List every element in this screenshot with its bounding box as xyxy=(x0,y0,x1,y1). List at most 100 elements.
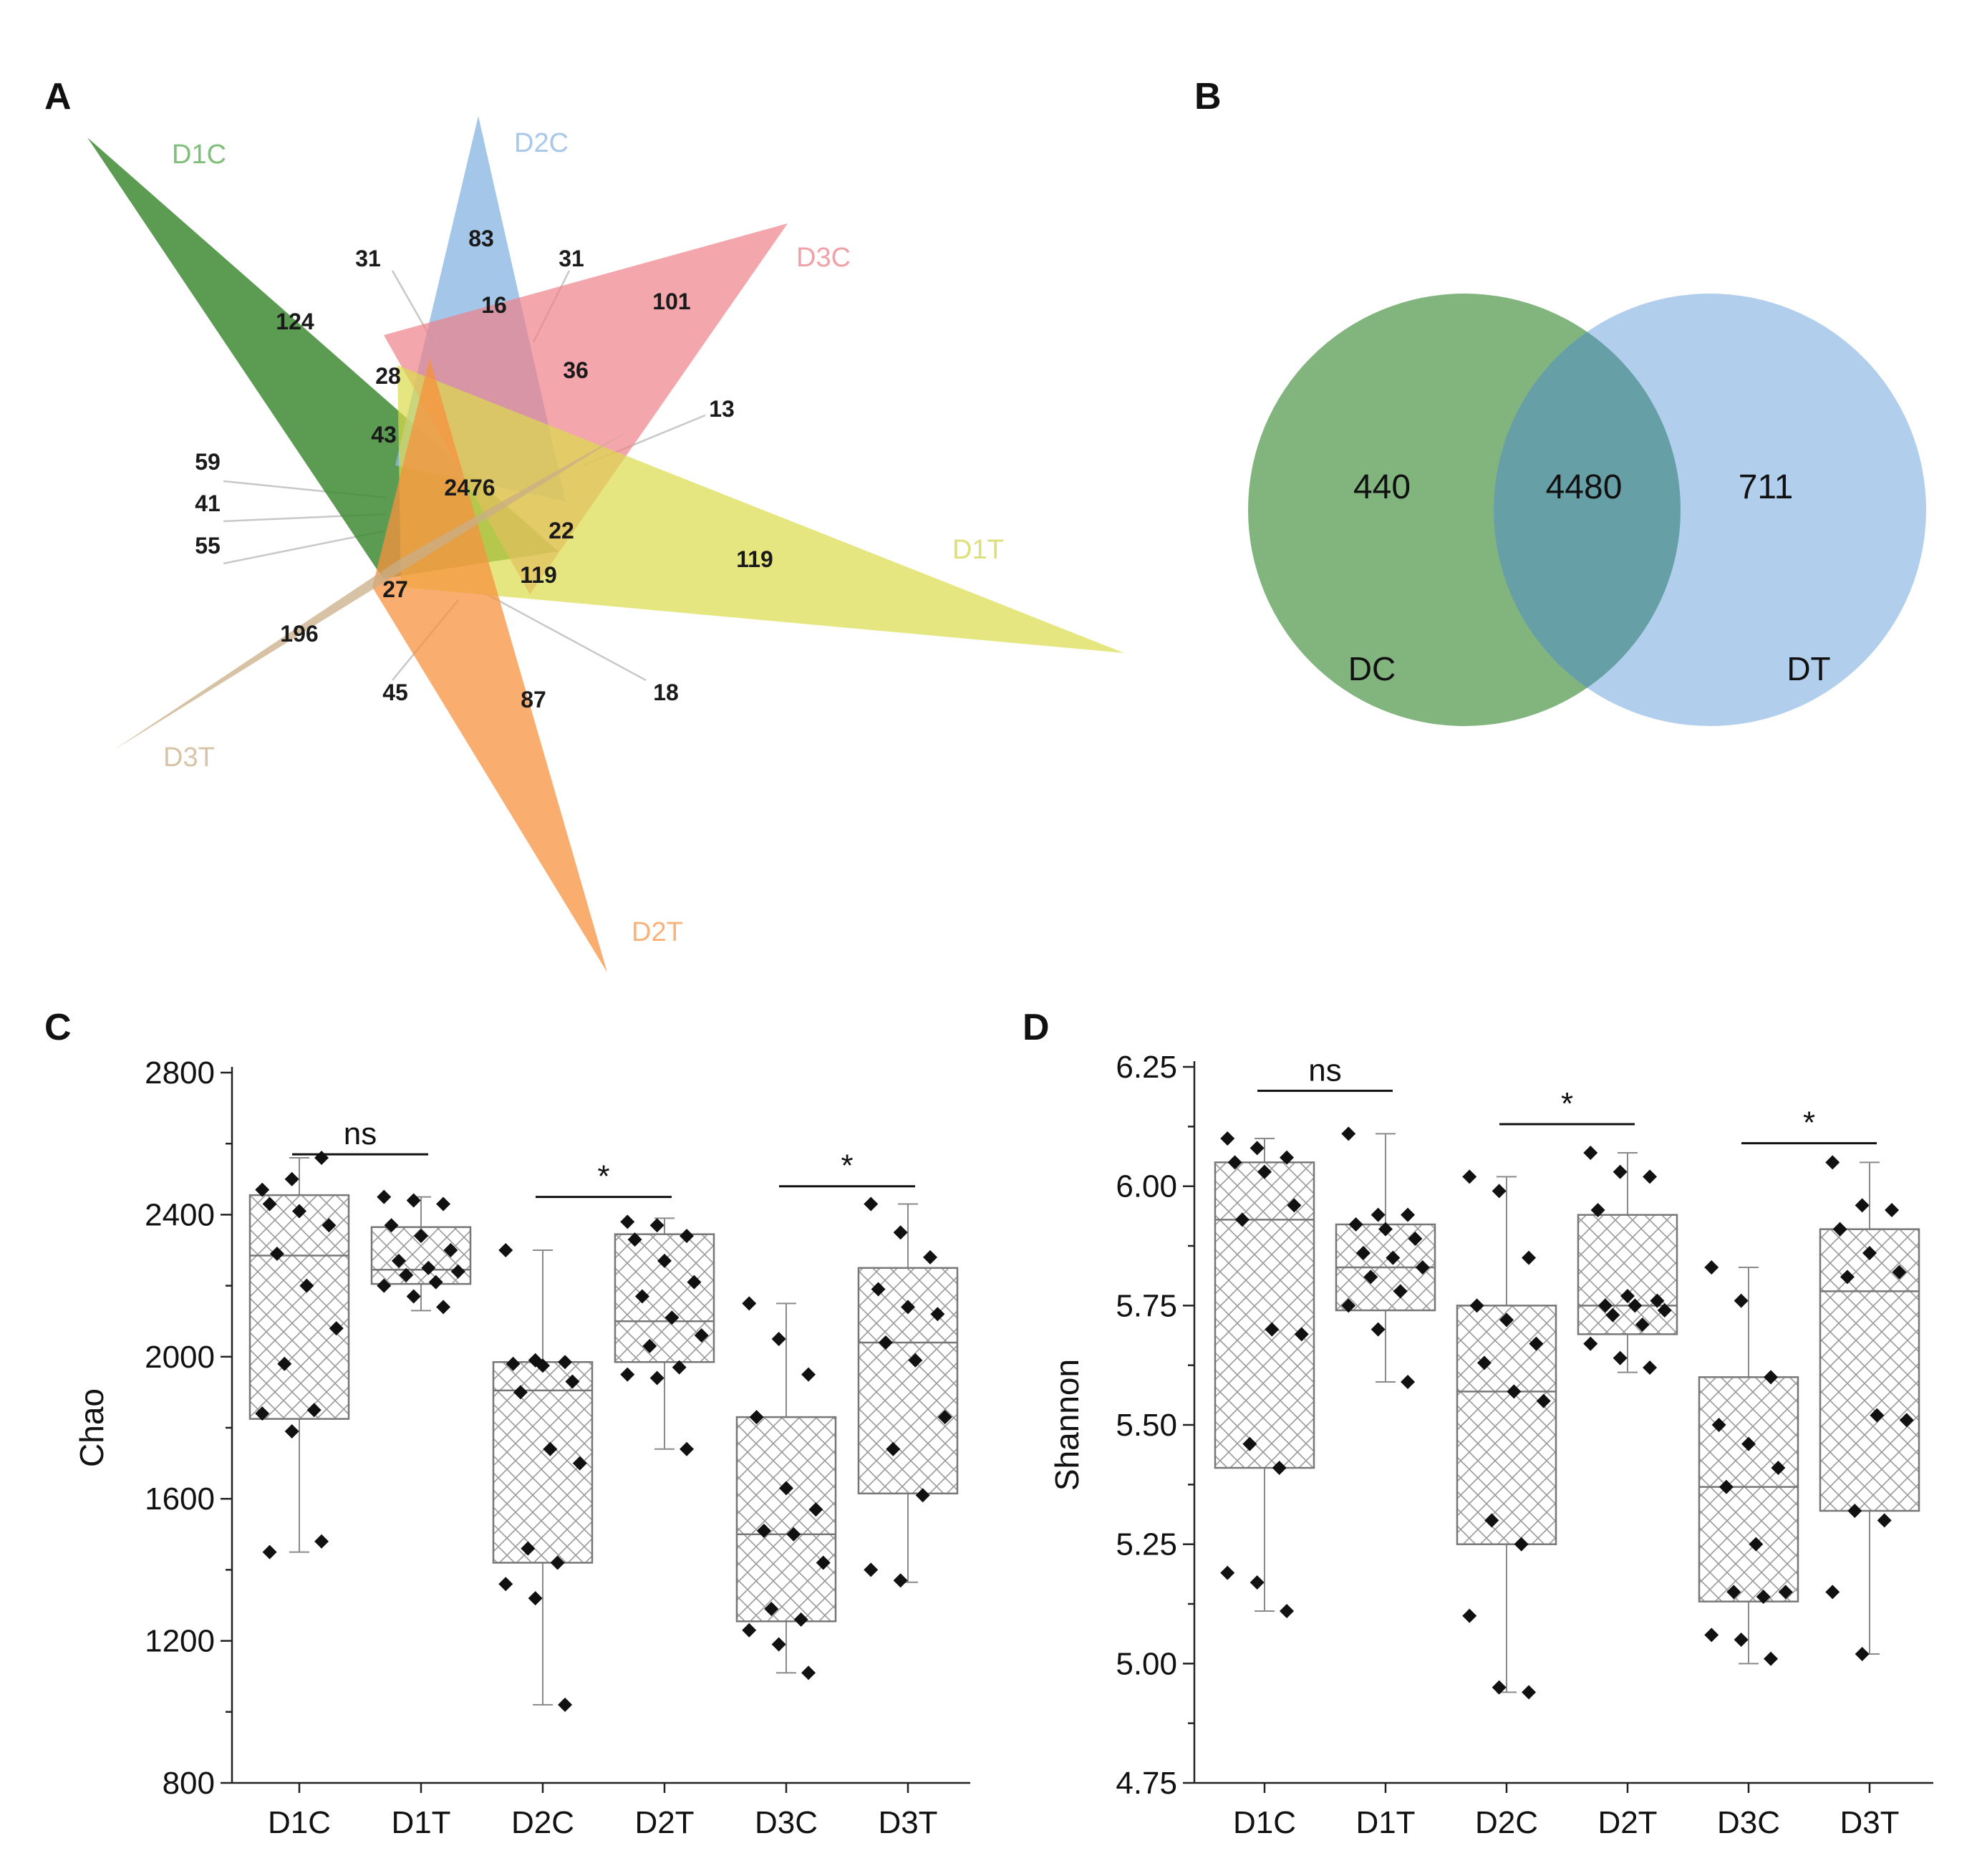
data-point xyxy=(506,1356,521,1371)
data-point xyxy=(565,1374,580,1389)
venn-set-label-dt: DT xyxy=(1787,650,1830,687)
y-tick-label: 5.75 xyxy=(1116,1288,1177,1323)
data-point xyxy=(269,1246,284,1261)
data-point xyxy=(428,1275,443,1290)
data-point xyxy=(1726,1585,1741,1600)
box-d1t xyxy=(370,1189,472,1315)
data-point xyxy=(1294,1327,1309,1342)
venn-triangle-d3t xyxy=(113,430,630,750)
y-axis-title: Chao xyxy=(73,1388,110,1467)
data-point xyxy=(1371,1322,1386,1337)
box-d2t xyxy=(614,1214,715,1456)
data-point xyxy=(1522,1685,1537,1700)
data-point xyxy=(1650,1293,1665,1308)
data-point xyxy=(1643,1169,1658,1184)
data-point xyxy=(314,1151,329,1166)
data-point xyxy=(1613,1350,1628,1365)
box-d1c xyxy=(1214,1131,1315,1618)
data-point xyxy=(1287,1198,1302,1213)
data-point xyxy=(1249,1141,1265,1156)
data-point xyxy=(1462,1608,1477,1623)
box-d2c xyxy=(1456,1169,1557,1700)
data-point xyxy=(1341,1126,1356,1141)
panel-c-label: C xyxy=(44,1007,72,1048)
panel-a-six-set-venn: A D1C D2C D3C D1T D2T D3T xyxy=(44,76,1124,972)
data-point xyxy=(1825,1155,1840,1170)
data-point xyxy=(1242,1436,1257,1451)
data-point xyxy=(1855,1647,1870,1661)
box-d3t xyxy=(857,1196,959,1588)
venn-set-label-d2c: D2C xyxy=(514,128,569,158)
data-point xyxy=(657,1253,672,1268)
venn-set-label-d3t: D3T xyxy=(163,743,215,773)
data-point xyxy=(377,1189,392,1204)
data-point xyxy=(299,1278,314,1293)
data-point xyxy=(620,1214,635,1229)
venn-count-d3t-only: 196 xyxy=(280,621,318,647)
shannon-chart: 4.75 5.00 5.25 5.50 5.75 6.00 6.25 Shannon D1C D1… xyxy=(1048,1050,1933,1840)
data-point xyxy=(377,1278,392,1293)
venn-count-intersection: 4480 xyxy=(1546,468,1623,506)
data-point xyxy=(306,1403,322,1418)
data-point xyxy=(391,1253,406,1268)
data-point xyxy=(558,1697,573,1712)
venn-count-region: 22 xyxy=(548,518,574,543)
box-d3c xyxy=(735,1296,837,1681)
venn-set-label-d1t: D1T xyxy=(952,535,1004,565)
box-iqr xyxy=(1698,1376,1799,1602)
box-iqr xyxy=(614,1233,715,1363)
data-point xyxy=(664,1310,680,1325)
data-point xyxy=(893,1225,908,1240)
data-point xyxy=(1514,1537,1529,1552)
data-point xyxy=(399,1267,414,1282)
x-tick-label: D1T xyxy=(1355,1805,1415,1840)
data-point xyxy=(1877,1513,1892,1528)
data-point xyxy=(786,1527,801,1542)
data-point xyxy=(1280,1150,1295,1165)
data-point xyxy=(384,1218,399,1233)
data-point xyxy=(1704,1628,1719,1643)
data-point xyxy=(292,1204,306,1219)
venn-count-dt-only: 711 xyxy=(1739,468,1794,506)
data-point xyxy=(1462,1169,1477,1184)
data-point xyxy=(450,1264,465,1279)
data-point xyxy=(406,1289,421,1304)
data-point xyxy=(436,1300,451,1315)
data-point xyxy=(1870,1408,1885,1423)
data-point xyxy=(406,1193,421,1208)
data-point xyxy=(801,1367,816,1382)
data-point xyxy=(1220,1565,1235,1580)
y-tick-label: 5.00 xyxy=(1116,1646,1177,1681)
data-point xyxy=(1393,1284,1408,1299)
venn-count-d1t-only: 119 xyxy=(736,546,773,572)
data-point xyxy=(649,1370,664,1386)
data-point xyxy=(1280,1604,1295,1618)
box-d3t xyxy=(1819,1155,1920,1661)
box-iqr xyxy=(1577,1214,1678,1335)
panel-d-shannon-boxplot: D 4.75 5.00 5.25 5.50 5.75 6.00 6.25 Shannon D1C… xyxy=(1023,1007,1933,1840)
data-point xyxy=(436,1196,451,1212)
data-point xyxy=(680,1441,695,1456)
data-point xyxy=(742,1623,757,1638)
data-point xyxy=(756,1523,771,1538)
x-tick-label: D2C xyxy=(1475,1805,1538,1840)
data-point xyxy=(1583,1336,1598,1351)
x-tick-label: D3C xyxy=(1717,1805,1780,1840)
data-point xyxy=(1734,1633,1749,1647)
venn-count-dc-only: 440 xyxy=(1353,468,1411,506)
data-point xyxy=(1341,1298,1356,1313)
x-tick-label: D1T xyxy=(391,1805,450,1840)
data-point xyxy=(642,1338,657,1353)
data-point xyxy=(1635,1317,1650,1332)
data-point xyxy=(543,1441,558,1456)
data-point xyxy=(572,1456,587,1471)
venn-count-callout: 31 xyxy=(559,246,584,271)
significance-label: * xyxy=(597,1159,609,1194)
box-iqr xyxy=(1819,1228,1920,1512)
data-point xyxy=(864,1196,879,1212)
x-tick-label: D2T xyxy=(634,1805,694,1840)
panel-a-label: A xyxy=(44,76,72,117)
data-point xyxy=(1749,1537,1764,1552)
significance-label: * xyxy=(1561,1086,1573,1121)
y-tick-label: 2000 xyxy=(145,1340,215,1375)
